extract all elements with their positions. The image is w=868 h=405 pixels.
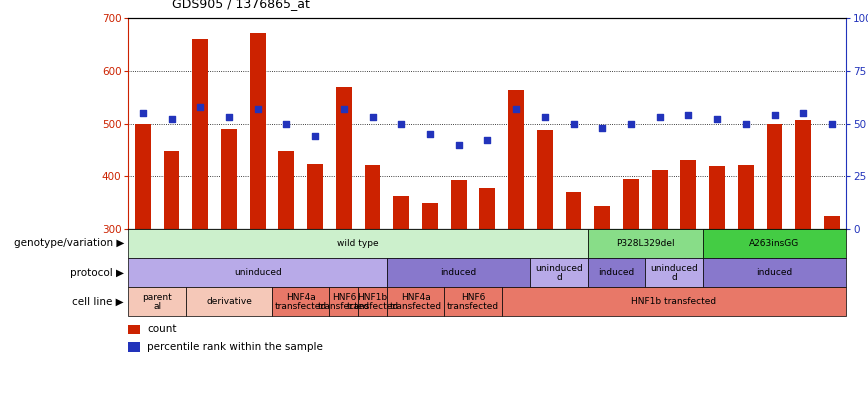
Bar bbox=[444, 287, 502, 316]
Point bbox=[653, 114, 667, 120]
Bar bbox=[193, 39, 208, 229]
Text: wild type: wild type bbox=[338, 239, 379, 248]
Text: HNF1b
transfected: HNF1b transfected bbox=[346, 293, 398, 311]
Point bbox=[796, 110, 810, 116]
Bar bbox=[795, 120, 811, 229]
Point bbox=[624, 120, 638, 127]
Point bbox=[222, 114, 236, 120]
Bar bbox=[128, 287, 186, 316]
Bar bbox=[387, 287, 444, 316]
Bar bbox=[530, 258, 588, 287]
Text: count: count bbox=[148, 324, 176, 335]
Bar bbox=[703, 258, 846, 287]
Point bbox=[251, 106, 265, 112]
Bar bbox=[393, 196, 409, 229]
Point bbox=[767, 112, 781, 118]
Bar bbox=[336, 87, 352, 229]
Bar bbox=[623, 179, 639, 229]
Text: HNF4a
transfected: HNF4a transfected bbox=[390, 293, 442, 311]
Bar bbox=[186, 287, 272, 316]
Bar bbox=[479, 188, 496, 229]
Bar bbox=[128, 325, 140, 334]
Text: HNF4a
transfected: HNF4a transfected bbox=[274, 293, 327, 311]
Bar bbox=[588, 258, 645, 287]
Bar bbox=[128, 229, 588, 258]
Text: uninduced: uninduced bbox=[233, 268, 281, 277]
Bar bbox=[824, 215, 840, 229]
Bar bbox=[365, 164, 380, 229]
Bar bbox=[450, 180, 467, 229]
Text: HNF1b transfected: HNF1b transfected bbox=[631, 297, 717, 306]
Text: uninduced
d: uninduced d bbox=[536, 264, 583, 281]
Text: A263insGG: A263insGG bbox=[749, 239, 799, 248]
Bar bbox=[645, 258, 703, 287]
Point bbox=[538, 114, 552, 120]
Point bbox=[567, 120, 581, 127]
Bar bbox=[272, 287, 330, 316]
Bar bbox=[595, 206, 610, 229]
Point bbox=[739, 120, 753, 127]
Point bbox=[825, 120, 838, 127]
Text: P328L329del: P328L329del bbox=[616, 239, 674, 248]
Bar bbox=[652, 170, 667, 229]
Point bbox=[481, 137, 495, 144]
Text: HNF6
transfected: HNF6 transfected bbox=[318, 293, 370, 311]
Bar bbox=[703, 229, 846, 258]
Text: induced: induced bbox=[598, 268, 635, 277]
Bar bbox=[766, 124, 782, 229]
Bar bbox=[566, 192, 582, 229]
Bar bbox=[358, 287, 387, 316]
Bar bbox=[307, 164, 323, 229]
Point bbox=[423, 131, 437, 137]
Point bbox=[165, 116, 179, 123]
Point bbox=[194, 103, 207, 110]
Point bbox=[337, 106, 351, 112]
Point bbox=[510, 106, 523, 112]
Text: percentile rank within the sample: percentile rank within the sample bbox=[148, 342, 323, 352]
Point bbox=[451, 141, 465, 148]
Point bbox=[595, 124, 609, 131]
Point bbox=[279, 120, 293, 127]
Point bbox=[308, 133, 322, 139]
Bar bbox=[508, 90, 524, 229]
Bar bbox=[709, 166, 725, 229]
Bar bbox=[135, 124, 151, 229]
Bar bbox=[221, 129, 237, 229]
Point bbox=[136, 110, 150, 116]
Bar bbox=[279, 151, 294, 229]
Text: cell line ▶: cell line ▶ bbox=[73, 297, 124, 307]
Bar bbox=[250, 33, 266, 229]
Text: derivative: derivative bbox=[206, 297, 252, 306]
Bar bbox=[502, 287, 846, 316]
Bar bbox=[128, 258, 387, 287]
Bar bbox=[681, 160, 696, 229]
Text: induced: induced bbox=[756, 268, 792, 277]
Text: genotype/variation ▶: genotype/variation ▶ bbox=[14, 239, 124, 248]
Bar bbox=[330, 287, 358, 316]
Point bbox=[365, 114, 379, 120]
Text: GDS905 / 1376865_at: GDS905 / 1376865_at bbox=[172, 0, 310, 10]
Bar bbox=[738, 164, 753, 229]
Text: parent
al: parent al bbox=[142, 293, 172, 311]
Text: HNF6
transfected: HNF6 transfected bbox=[447, 293, 499, 311]
Text: induced: induced bbox=[441, 268, 477, 277]
Point bbox=[710, 116, 724, 123]
Text: protocol ▶: protocol ▶ bbox=[70, 268, 124, 277]
Text: uninduced
d: uninduced d bbox=[650, 264, 698, 281]
Point bbox=[681, 112, 695, 118]
Bar bbox=[422, 202, 437, 229]
Point bbox=[394, 120, 408, 127]
Bar bbox=[164, 151, 180, 229]
Bar bbox=[387, 258, 530, 287]
Bar bbox=[588, 229, 703, 258]
Bar bbox=[537, 130, 553, 229]
Bar bbox=[128, 342, 140, 352]
